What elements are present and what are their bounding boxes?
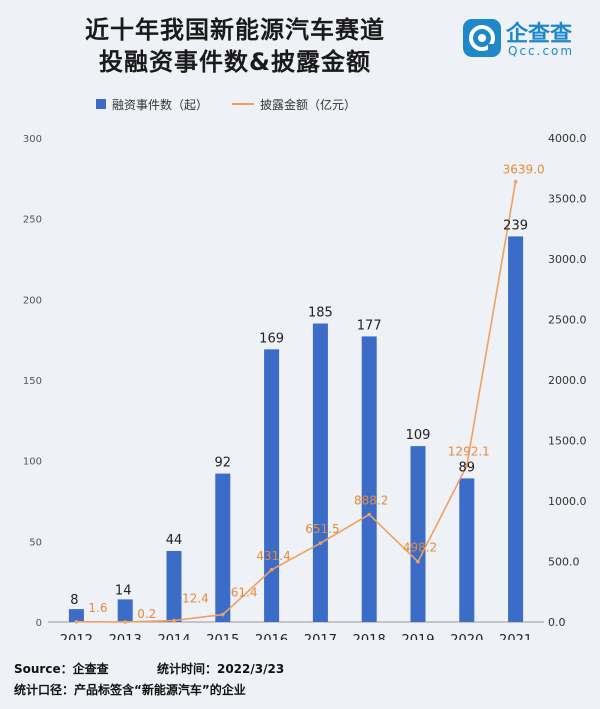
y-right-tick-label: 500.0	[548, 556, 580, 569]
legend: 融资事件数（起） 披露金额（亿元）	[96, 94, 356, 114]
legend-line-swatch	[232, 103, 255, 105]
line-value-label: 498.2	[403, 541, 437, 555]
title-line-2: 投融资事件数&披露金额	[99, 48, 371, 76]
qcc-logo-icon	[463, 19, 501, 57]
y-left-tick-label: 300	[23, 134, 42, 145]
bar	[117, 599, 133, 622]
line-point	[367, 512, 372, 517]
bar	[264, 349, 280, 622]
y-right-tick-label: 3500.0	[548, 193, 587, 206]
x-tick-label: 2015	[206, 633, 239, 640]
line-value-label: 12.4	[182, 591, 209, 605]
line-value-label: 888.2	[354, 494, 388, 508]
line-point	[465, 463, 469, 468]
footer-source: Source：企查查	[14, 662, 109, 676]
line-value-label: 1.6	[88, 601, 107, 615]
brand-logo: 企查查 Qcc.com	[462, 14, 592, 64]
logo-text-cn: 企查查	[506, 22, 573, 47]
bar	[459, 478, 475, 622]
footer-scope: 统计口径：产品标签含“新能源汽车”的企业	[14, 683, 246, 697]
bar-value-label: 185	[308, 306, 333, 321]
x-tick-label: 2018	[353, 633, 386, 640]
y-right-tick-label: 0.0	[548, 616, 566, 629]
x-tick-label: 2021	[499, 633, 532, 640]
line-value-label: 651.5	[305, 522, 339, 536]
line-point	[74, 620, 79, 624]
x-tick-label: 2012	[60, 633, 93, 640]
x-tick-label: 2014	[157, 633, 190, 640]
line-value-label: 1292.1	[448, 445, 490, 459]
bar-value-label: 239	[503, 218, 528, 233]
logo-text-en: Qcc.com	[508, 44, 575, 58]
y-right-tick-label: 1000.0	[548, 495, 587, 508]
line-point	[221, 612, 225, 617]
bar-value-label: 177	[357, 318, 382, 333]
bar-value-label: 14	[115, 583, 132, 598]
line-value-label: 431.4	[256, 549, 290, 563]
bar-value-label: 169	[259, 331, 284, 346]
line-point	[416, 559, 420, 564]
chart-title: 近十年我国新能源汽车赛道 投融资事件数&披露金额	[0, 14, 470, 78]
line-point	[172, 618, 176, 623]
line-point	[123, 620, 127, 624]
y-left-tick-label: 100	[23, 457, 42, 468]
line-point	[318, 541, 323, 545]
x-tick-label: 2016	[255, 633, 288, 640]
line-point	[269, 568, 274, 572]
x-tick-label: 2019	[401, 633, 434, 640]
legend-bar-swatch	[96, 99, 106, 109]
y-left-tick-label: 150	[23, 376, 42, 387]
bar-value-label: 89	[459, 460, 476, 475]
y-left-tick-label: 50	[29, 537, 42, 548]
footer-stat-time: 统计时间：2022/3/23	[156, 662, 285, 676]
bar-value-label: 109	[406, 428, 431, 443]
bar	[312, 323, 328, 622]
y-right-tick-label: 4000.0	[548, 132, 587, 145]
bar	[361, 336, 377, 622]
y-left-tick-label: 250	[23, 215, 42, 226]
line-series	[76, 181, 517, 623]
y-right-tick-label: 3000.0	[548, 253, 587, 266]
bar	[215, 473, 231, 622]
x-tick-label: 2013	[109, 633, 142, 640]
bar	[68, 609, 84, 622]
legend-bar-label: 融资事件数（起）	[112, 97, 209, 112]
line-value-label: 0.2	[137, 607, 156, 621]
y-left-tick-label: 200	[23, 295, 42, 306]
line-value-label: 3639.0	[503, 163, 545, 177]
bar-value-label: 44	[166, 533, 183, 548]
bar-value-label: 92	[215, 456, 232, 471]
line-value-label: 61.4	[231, 586, 258, 600]
x-tick-label: 2020	[450, 633, 483, 640]
y-left-tick-label: 0	[36, 618, 42, 629]
bar-value-label: 8	[70, 593, 78, 608]
title-line-1: 近十年我国新能源汽车赛道	[85, 16, 385, 44]
bar	[410, 446, 426, 622]
y-right-tick-label: 1500.0	[548, 435, 587, 448]
bar	[508, 236, 524, 622]
y-right-tick-label: 2500.0	[548, 314, 587, 327]
x-tick-label: 2017	[304, 633, 337, 640]
line-point	[513, 179, 518, 184]
y-right-tick-label: 2000.0	[548, 374, 587, 387]
legend-line-label: 披露金额（亿元）	[260, 97, 357, 112]
footer-source-line: Source：企查查 统计时间：2022/3/23	[14, 660, 284, 677]
combo-chart: 0501001502002503000.0500.01000.01500.020…	[23, 132, 587, 640]
bar	[166, 551, 182, 622]
